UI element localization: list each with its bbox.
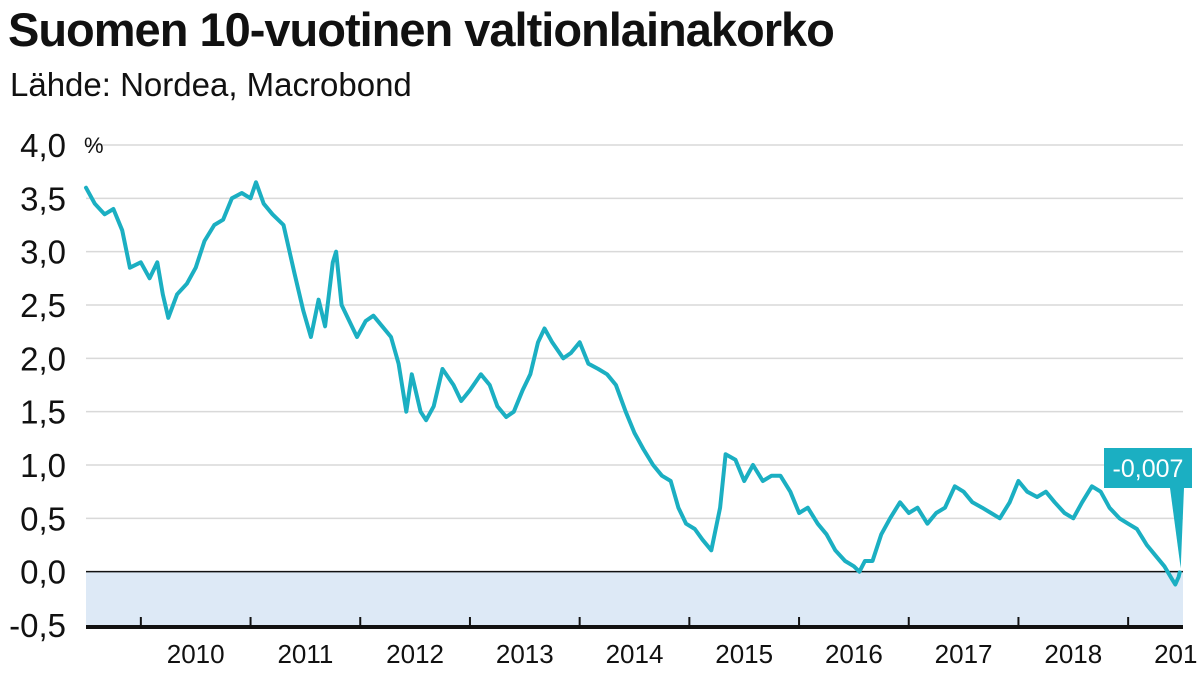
y-tick-label: -0,5 xyxy=(9,607,66,644)
x-tick-label: 2016 xyxy=(825,639,883,669)
y-tick-label: 3,0 xyxy=(20,234,66,271)
x-tick-label: 2010 xyxy=(167,639,225,669)
end-value-pointer xyxy=(1170,488,1184,569)
x-tick-label: 2018 xyxy=(1044,639,1102,669)
x-tick-label: 2011 xyxy=(277,639,333,669)
x-tick-label: 2012 xyxy=(386,639,444,669)
y-tick-label: 0,5 xyxy=(20,500,66,537)
chart-source: Lähde: Nordea, Macrobond xyxy=(10,66,412,103)
y-tick-label: 3,5 xyxy=(20,180,66,217)
y-tick-label: 4,0 xyxy=(20,127,66,164)
y-tick-label: 0,0 xyxy=(20,554,66,591)
y-tick-label: 2,5 xyxy=(20,287,66,324)
x-tick-label: 2017 xyxy=(935,639,993,669)
x-tick-label: 2015 xyxy=(715,639,773,669)
end-value-label-box xyxy=(1104,448,1192,488)
y-tick-label: 1,0 xyxy=(20,447,66,484)
end-value-label: -0,007 xyxy=(1113,455,1184,483)
x-tick-label: 2019 xyxy=(1154,639,1198,669)
y-tick-label: 2,0 xyxy=(20,340,66,377)
negative-region-band xyxy=(86,571,1183,625)
x-tick-label: 2014 xyxy=(606,639,664,669)
x-tick-label: 2013 xyxy=(496,639,554,669)
chart-title: Suomen 10-vuotinen valtionlainakorko xyxy=(8,3,835,56)
y-tick-label: 1,5 xyxy=(20,394,66,431)
y-axis-unit: % xyxy=(84,133,104,158)
series-line xyxy=(84,180,1182,587)
